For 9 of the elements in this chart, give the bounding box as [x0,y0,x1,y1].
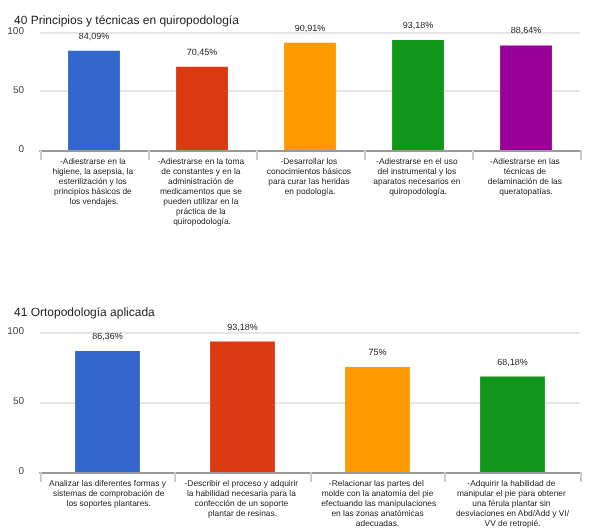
bar [284,42,336,150]
bar [392,40,444,150]
bar [75,351,140,472]
bar [345,367,410,472]
bar [176,66,228,150]
bar [68,50,120,150]
bar [480,376,545,472]
bar [500,45,552,150]
bar [210,341,275,472]
